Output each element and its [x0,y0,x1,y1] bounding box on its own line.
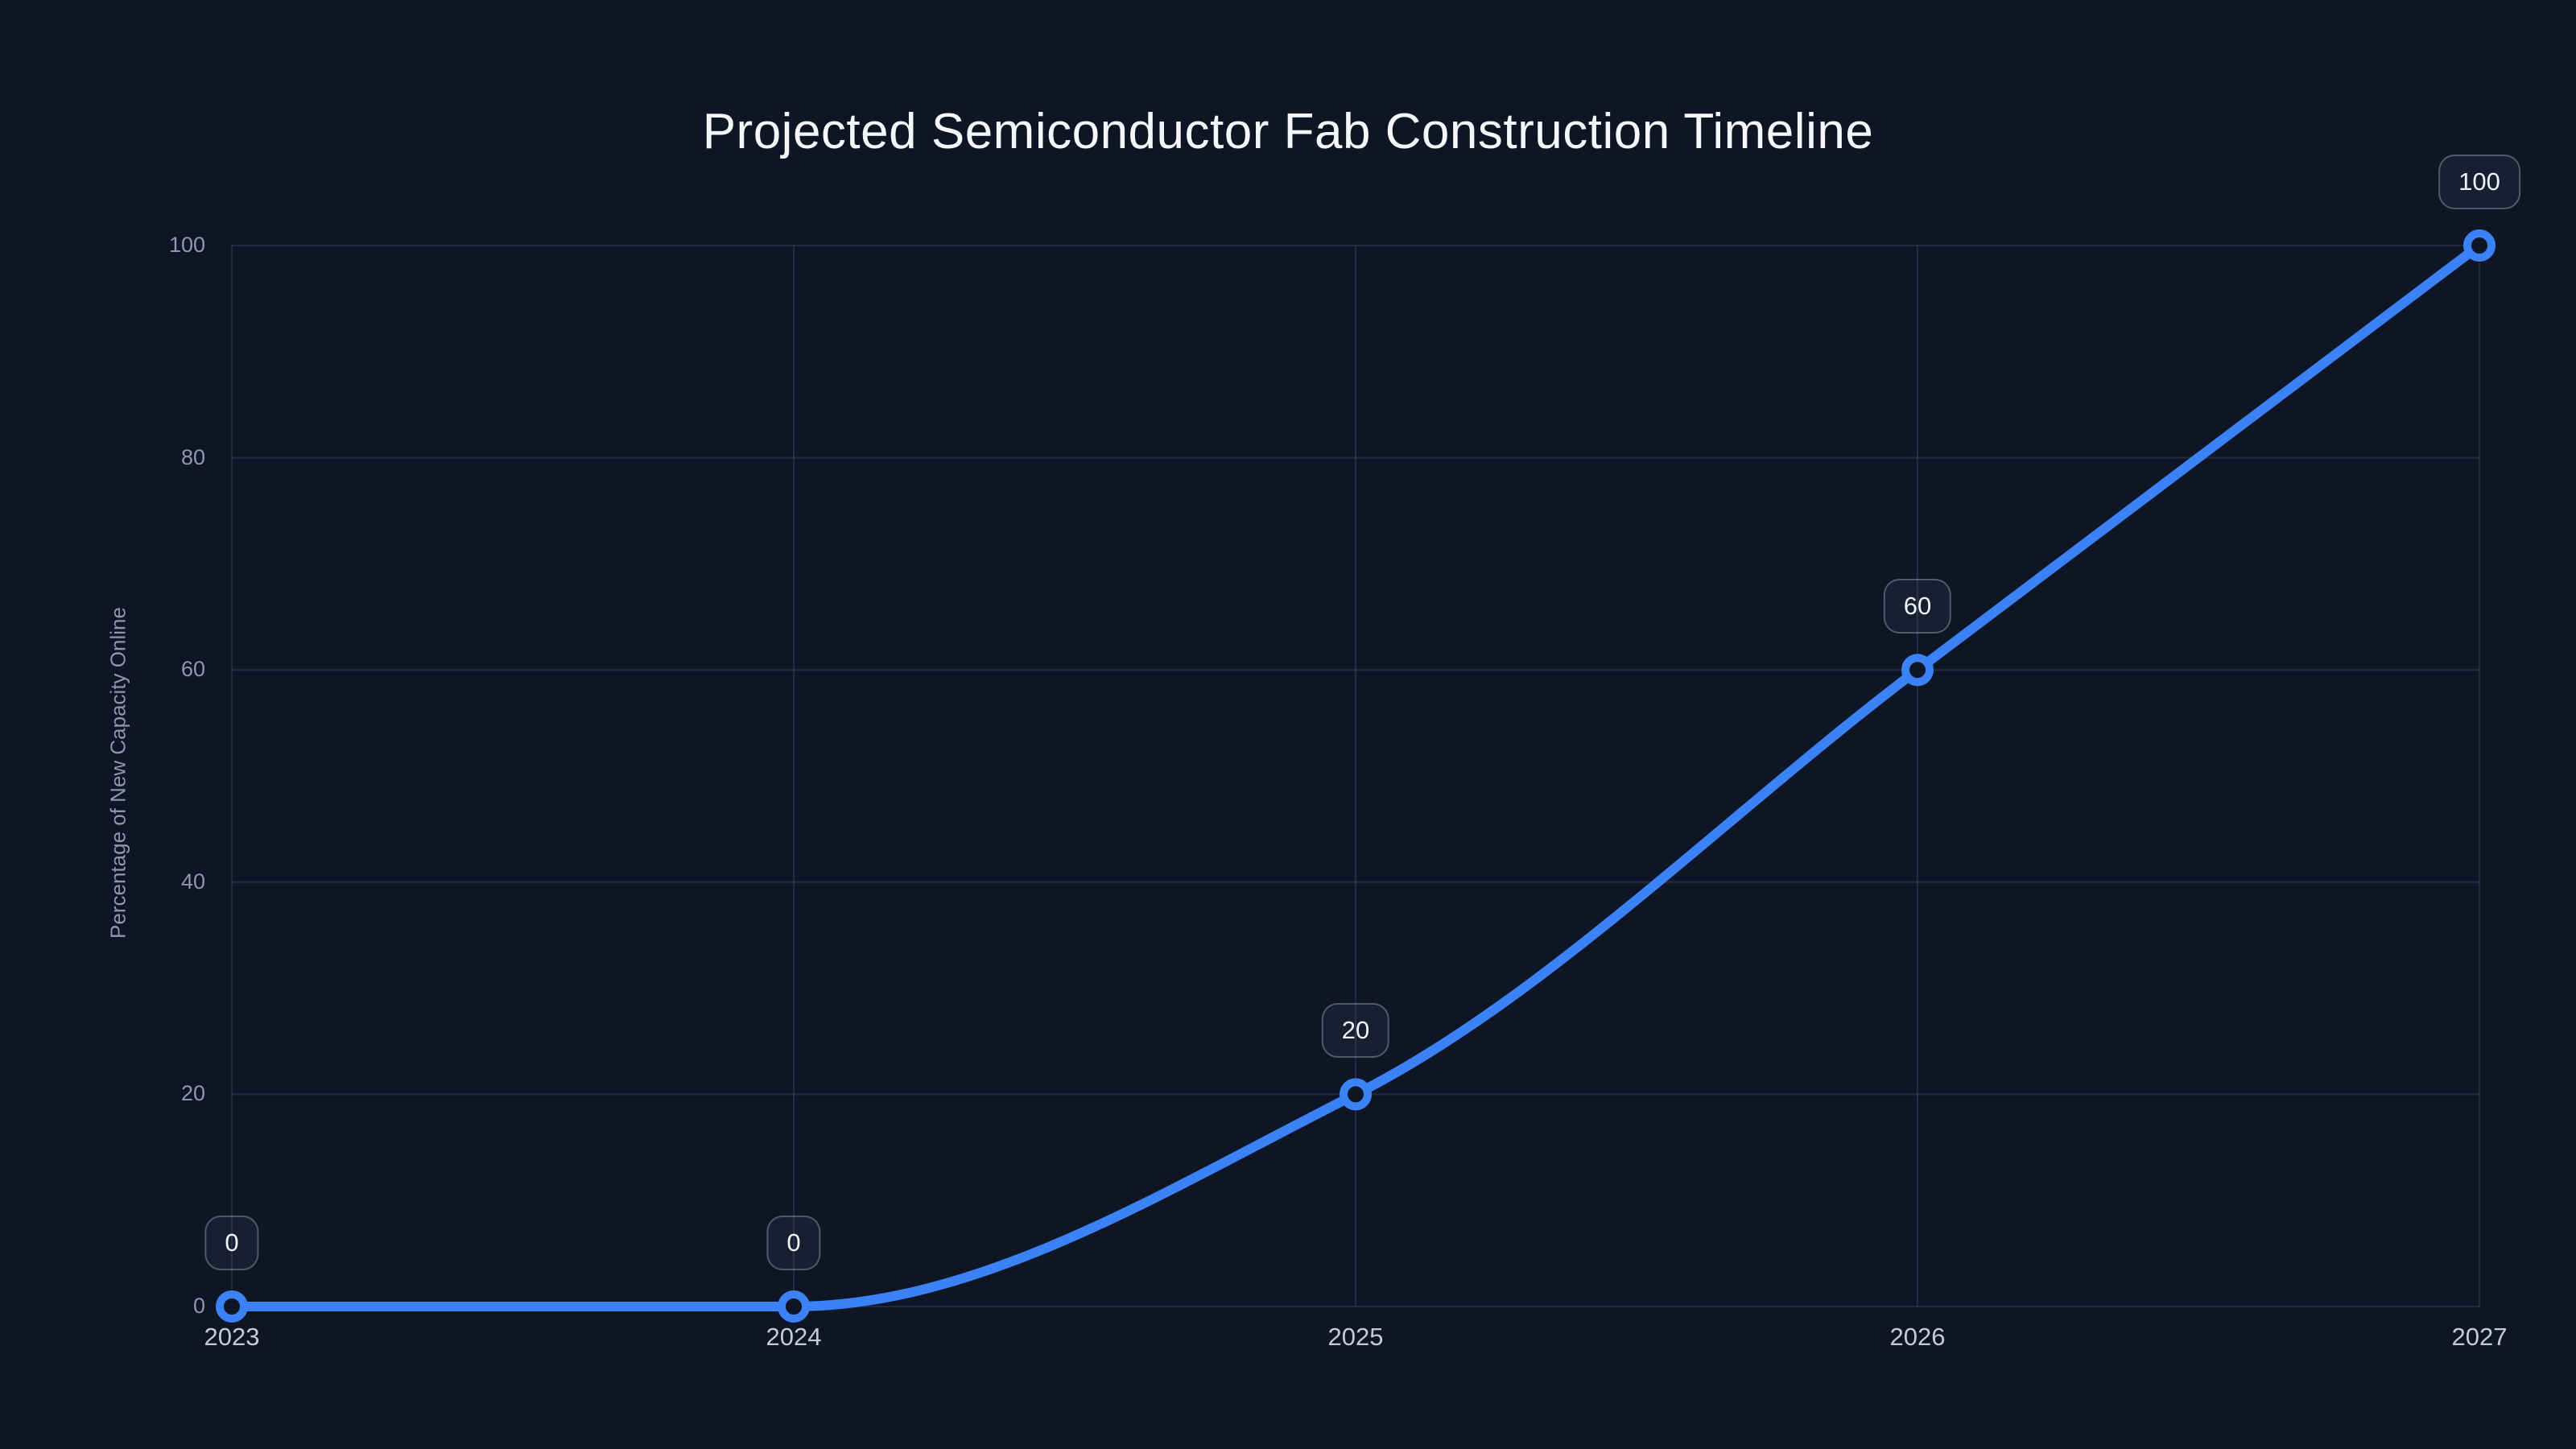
x-tick-label: 2023 [204,1323,260,1351]
data-point-value-label: 60 [1883,579,1952,634]
data-point-marker[interactable] [1340,1078,1372,1111]
y-tick-label: 100 [168,233,205,257]
data-point-value-label: 20 [1321,1003,1390,1059]
data-point-marker[interactable] [2463,229,2496,262]
x-tick-label: 2025 [1327,1323,1384,1351]
x-tick-label: 2024 [766,1323,822,1351]
y-tick-label: 80 [180,444,205,469]
y-tick-label: 20 [180,1081,205,1106]
data-point-value-label: 100 [2438,155,2520,209]
y-tick-label: 40 [180,869,205,894]
data-point-marker[interactable] [778,1290,810,1323]
data-point-marker[interactable] [216,1290,248,1323]
y-tick-label: 60 [180,657,205,682]
x-tick-label: 2027 [2451,1323,2508,1351]
y-tick-label: 0 [192,1294,205,1318]
chart-title: Projected Semiconductor Fab Construction… [702,104,1874,159]
data-point-value-label: 0 [766,1216,821,1270]
series-line [227,241,2484,1312]
data-point-value-label: 0 [204,1216,259,1270]
data-point-marker[interactable] [1901,654,1934,687]
x-tick-label: 2026 [1889,1323,1946,1351]
